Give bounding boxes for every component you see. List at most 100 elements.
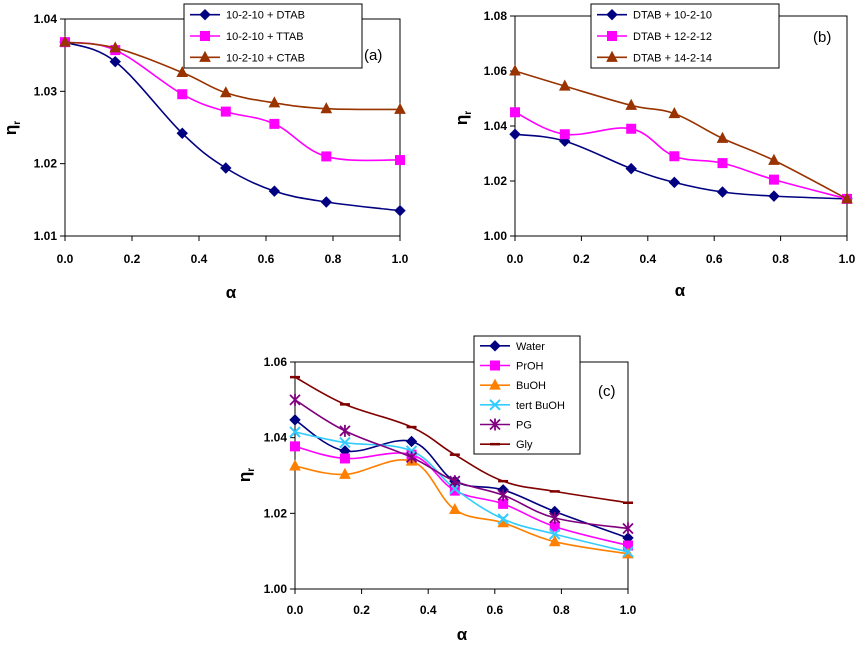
data-point (394, 204, 406, 217)
data-point (509, 128, 521, 140)
data-point (510, 107, 520, 118)
data-point (339, 424, 351, 437)
data-point (768, 174, 779, 185)
legend: 10-2-10 + DTAB 10-2-10 + TTAB 10-2-10 + CT… (183, 3, 363, 69)
legend-marker (490, 360, 500, 371)
data-point (176, 127, 188, 139)
x-tick-label: 0.8 (553, 603, 570, 617)
data-point (220, 162, 232, 174)
y-axis-label: ηr (452, 111, 474, 125)
legend: Water PrOH BuOH tert BuOH PG Gly (473, 335, 581, 455)
data-point (622, 522, 634, 535)
panel-label: (b) (813, 29, 831, 46)
x-tick-label: 0.0 (57, 252, 74, 266)
legend-marker (607, 31, 617, 41)
y-axis-label: ηr (1, 121, 23, 135)
y-tick-label: 1.01 (34, 229, 58, 243)
x-axis-label: α (457, 625, 468, 644)
legend-marker (606, 8, 618, 21)
x-tick-label: 0.4 (191, 252, 208, 266)
x-tick-label: 0.0 (507, 252, 524, 266)
legend-label: PG (516, 420, 532, 432)
data-point (177, 89, 188, 100)
data-point (497, 489, 509, 502)
data-point (290, 441, 300, 452)
panel-label: (c) (598, 383, 616, 400)
chart-a: 1.01 1.02 1.03 1.04 0.0 0.2 0.4 0.6 0.8 1.0 α ηr 10-… (1, 3, 409, 302)
x-tick-label: 0.2 (353, 603, 370, 617)
data-point (269, 118, 280, 129)
data-point (289, 414, 301, 426)
x-tick-label: 1.0 (839, 252, 856, 266)
panel-label: (a) (364, 47, 382, 64)
data-point (320, 102, 333, 114)
data-point (509, 64, 521, 76)
legend-marker (200, 31, 210, 41)
y-tick-label: 1.06 (484, 64, 508, 78)
legend-box (473, 335, 581, 455)
data-point (716, 131, 729, 143)
data-point (220, 106, 231, 117)
data-point (625, 98, 638, 110)
data-point (339, 436, 351, 449)
data-point (394, 102, 406, 114)
x-tick-label: 0.2 (573, 252, 590, 266)
data-point (321, 151, 332, 162)
legend-marker (489, 378, 501, 390)
data-point (668, 107, 681, 119)
y-tick-label: 1.02 (264, 506, 288, 520)
data-point (548, 535, 561, 547)
x-tick-label: 0.4 (639, 252, 656, 266)
data-point (768, 153, 780, 165)
legend-label: 10-2-10 + DTAB (226, 10, 305, 22)
x-tick-label: 0.6 (258, 252, 275, 266)
legend-label: Water (516, 341, 545, 353)
data-point (320, 196, 333, 208)
legend-marker (489, 399, 501, 411)
y-tick-label: 1.00 (264, 582, 288, 596)
y-tick-label: 1.03 (34, 84, 58, 98)
data-point (289, 459, 301, 471)
data-point (558, 79, 571, 91)
y-tick-label: 1.04 (34, 12, 58, 26)
data-point (219, 86, 232, 98)
chart-b: 1.00 1.02 1.04 1.06 1.08 0.0 0.2 0.4 0.6 0.8 1.0 α η… (452, 3, 856, 300)
data-point (622, 546, 634, 558)
data-point (405, 435, 418, 448)
data-point (716, 186, 729, 198)
data-point (395, 155, 405, 166)
legend-label: tert BuOH (516, 400, 565, 412)
legend-label: DTAB + 10-2-10 (633, 10, 712, 22)
x-axis-label: α (226, 283, 237, 302)
y-tick-label: 1.00 (484, 229, 508, 243)
data-point (405, 451, 418, 464)
legend-label: DTAB + 14-2-14 (633, 52, 712, 64)
legend-label: 10-2-10 + CTAB (226, 52, 305, 64)
y-tick-label: 1.04 (484, 119, 508, 133)
legend-marker (606, 50, 618, 62)
data-point (668, 176, 681, 189)
legend-label: Gly (516, 439, 533, 451)
y-tick-label: 1.02 (34, 157, 58, 171)
legend-label: PrOH (516, 361, 544, 373)
data-point (841, 192, 853, 204)
data-point (289, 393, 301, 406)
y-tick-label: 1.02 (484, 174, 508, 188)
y-tick-label: 1.06 (264, 355, 288, 369)
y-axis-label: ηr (235, 468, 257, 482)
data-point (339, 467, 351, 479)
data-point (268, 185, 281, 197)
y-tick-label: 1.04 (264, 431, 288, 445)
data-point (176, 65, 189, 78)
x-tick-label: 1.0 (620, 603, 637, 617)
data-point (497, 513, 509, 525)
x-tick-label: 0.0 (287, 603, 304, 617)
x-tick-label: 0.2 (124, 252, 141, 266)
x-tick-label: 0.4 (420, 603, 437, 617)
x-tick-label: 0.8 (772, 252, 789, 266)
data-point (109, 55, 121, 68)
legend-label: BuOH (516, 380, 546, 392)
x-tick-label: 1.0 (392, 252, 409, 266)
data-point (268, 96, 281, 108)
